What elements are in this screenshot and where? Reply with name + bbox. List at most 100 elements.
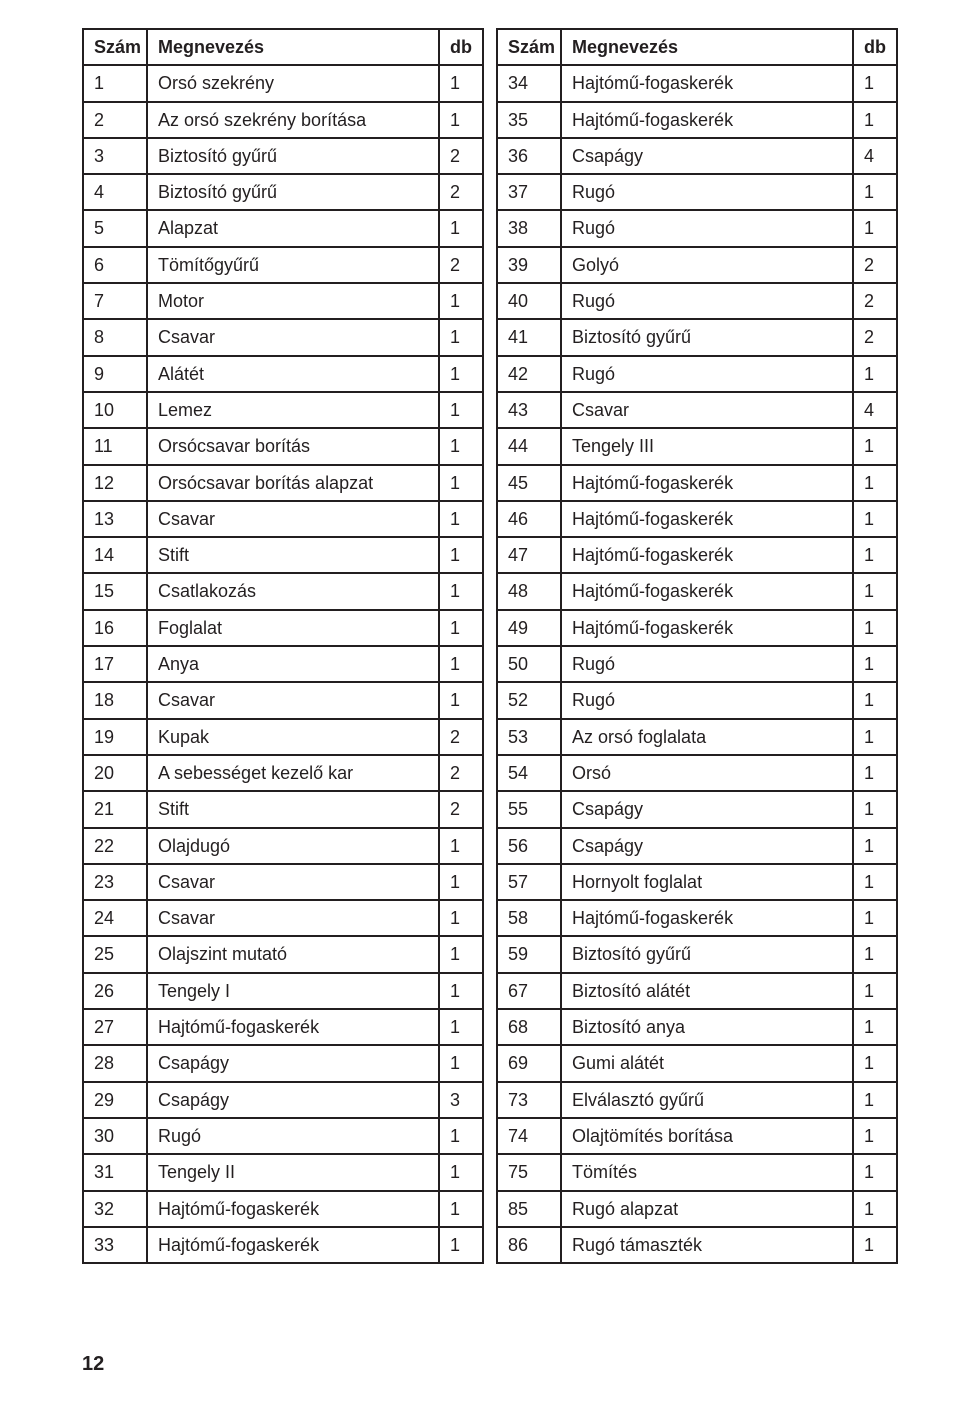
cell-megnevezes: Csapágy [561,791,853,827]
cell-megnevezes: Golyó [561,247,853,283]
table-row: 54Orsó1 [497,755,897,791]
table-row: 19Kupak2 [83,719,483,755]
table-row: 68Biztosító anya1 [497,1009,897,1045]
table-row: 47Hajtómű-fogaskerék1 [497,537,897,573]
cell-szam: 73 [497,1082,561,1118]
table-row: 2Az orsó szekrény borítása1 [83,102,483,138]
table-row: 50Rugó1 [497,646,897,682]
cell-szam: 11 [83,428,147,464]
cell-db: 2 [439,791,483,827]
cell-db: 1 [439,102,483,138]
cell-szam: 4 [83,174,147,210]
cell-db: 1 [439,610,483,646]
cell-szam: 47 [497,537,561,573]
cell-megnevezes: Elválasztó gyűrű [561,1082,853,1118]
cell-megnevezes: Hajtómű-fogaskerék [561,65,853,101]
cell-megnevezes: Hajtómű-fogaskerék [561,573,853,609]
table-row: 17Anya1 [83,646,483,682]
cell-szam: 75 [497,1154,561,1190]
cell-megnevezes: Csavar [147,864,439,900]
cell-db: 2 [853,319,897,355]
cell-szam: 55 [497,791,561,827]
cell-szam: 39 [497,247,561,283]
table-row: 10Lemez1 [83,392,483,428]
cell-szam: 5 [83,210,147,246]
cell-megnevezes: Rugó [561,174,853,210]
cell-db: 1 [853,973,897,1009]
table-row: 8Csavar1 [83,319,483,355]
table-header-row: Szám Megnevezés db [83,29,483,65]
cell-szam: 27 [83,1009,147,1045]
cell-szam: 86 [497,1227,561,1263]
cell-db: 1 [853,573,897,609]
cell-megnevezes: Motor [147,283,439,319]
cell-megnevezes: Hajtómű-fogaskerék [147,1227,439,1263]
cell-szam: 43 [497,392,561,428]
cell-db: 1 [853,102,897,138]
table-row: 49Hajtómű-fogaskerék1 [497,610,897,646]
table-row: 42Rugó1 [497,356,897,392]
cell-szam: 35 [497,102,561,138]
cell-megnevezes: Hajtómű-fogaskerék [561,900,853,936]
cell-szam: 6 [83,247,147,283]
table-row: 59Biztosító gyűrű1 [497,936,897,972]
cell-megnevezes: Biztosító gyűrű [147,138,439,174]
cell-szam: 7 [83,283,147,319]
cell-db: 1 [439,1191,483,1227]
cell-szam: 28 [83,1045,147,1081]
cell-db: 1 [853,210,897,246]
cell-db: 1 [853,1227,897,1263]
cell-megnevezes: Biztosító gyűrű [561,936,853,972]
cell-szam: 8 [83,319,147,355]
table-row: 24Csavar1 [83,900,483,936]
cell-db: 4 [853,392,897,428]
cell-db: 1 [853,610,897,646]
cell-szam: 3 [83,138,147,174]
cell-megnevezes: Hajtómű-fogaskerék [147,1191,439,1227]
cell-db: 1 [853,900,897,936]
cell-szam: 10 [83,392,147,428]
cell-db: 1 [853,356,897,392]
table-row: 26Tengely I1 [83,973,483,1009]
table-header-row: Szám Megnevezés db [497,29,897,65]
cell-megnevezes: Olajtömítés borítása [561,1118,853,1154]
cell-szam: 59 [497,936,561,972]
table-row: 45Hajtómű-fogaskerék1 [497,465,897,501]
table-row: 25Olajszint mutató1 [83,936,483,972]
cell-db: 2 [439,755,483,791]
cell-megnevezes: Lemez [147,392,439,428]
cell-szam: 34 [497,65,561,101]
cell-db: 2 [439,719,483,755]
cell-szam: 16 [83,610,147,646]
cell-szam: 32 [83,1191,147,1227]
cell-db: 1 [853,646,897,682]
cell-szam: 20 [83,755,147,791]
cell-db: 1 [853,428,897,464]
cell-szam: 58 [497,900,561,936]
cell-szam: 50 [497,646,561,682]
table-row: 1Orsó szekrény1 [83,65,483,101]
cell-megnevezes: Csavar [147,501,439,537]
cell-db: 1 [439,1009,483,1045]
table-row: 13Csavar1 [83,501,483,537]
table-row: 75Tömítés1 [497,1154,897,1190]
cell-megnevezes: Rugó [561,283,853,319]
table-row: 67Biztosító alátét1 [497,973,897,1009]
cell-db: 1 [439,900,483,936]
table-row: 30Rugó1 [83,1118,483,1154]
cell-megnevezes: Rugó [561,210,853,246]
cell-megnevezes: Csavar [561,392,853,428]
cell-megnevezes: Az orsó szekrény borítása [147,102,439,138]
cell-szam: 26 [83,973,147,1009]
cell-szam: 25 [83,936,147,972]
table-row: 33Hajtómű-fogaskerék1 [83,1227,483,1263]
col-header-szam: Szám [497,29,561,65]
table-row: 29Csapágy3 [83,1082,483,1118]
page-number: 12 [82,1353,104,1376]
table-row: 11Orsócsavar borítás1 [83,428,483,464]
cell-megnevezes: Csapágy [561,828,853,864]
cell-megnevezes: Csapágy [561,138,853,174]
table-row: 23Csavar1 [83,864,483,900]
cell-db: 2 [853,283,897,319]
cell-megnevezes: Olajdugó [147,828,439,864]
